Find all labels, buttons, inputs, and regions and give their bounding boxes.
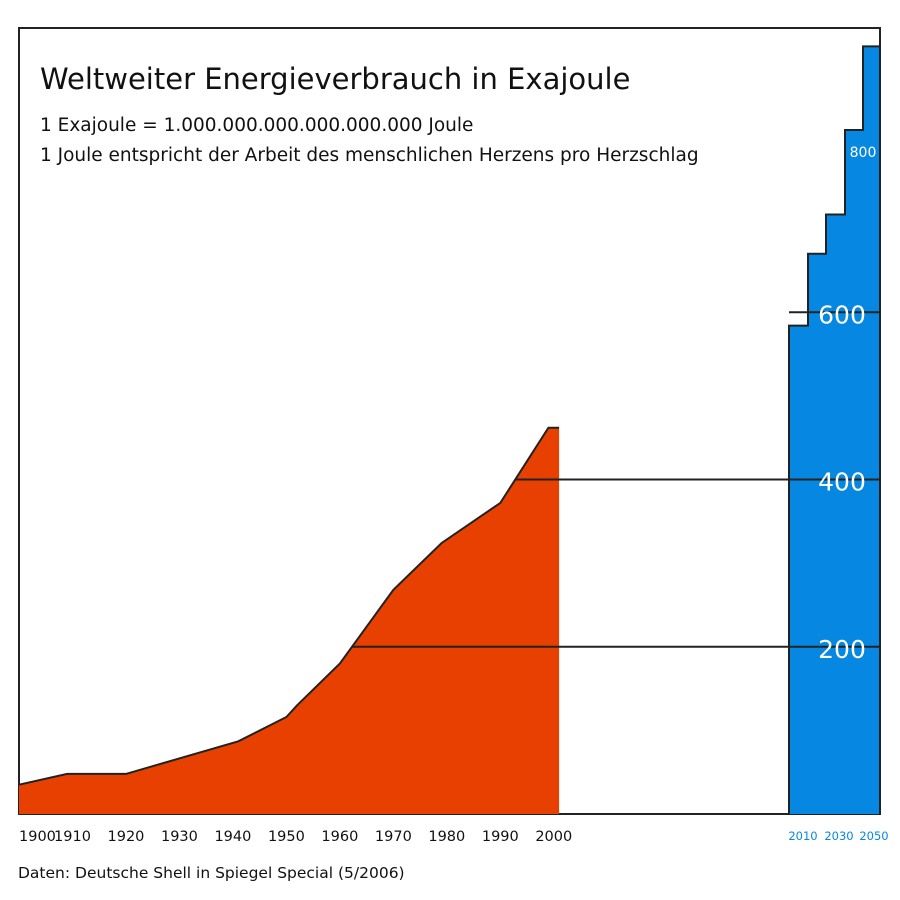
x-tick-label: 2000: [535, 829, 572, 845]
x-tick-label: 1970: [375, 829, 412, 845]
x-tick-label: 1900: [19, 829, 56, 845]
x-tick-label: 1950: [268, 829, 305, 845]
historical-line: [18, 426, 560, 786]
value-label: 400: [818, 468, 866, 497]
x-tick-label: 1960: [321, 829, 358, 845]
x-tick-label: 1980: [428, 829, 465, 845]
value-label: 200: [818, 635, 866, 664]
projection-bar: [845, 130, 863, 815]
x-tick-label: 1920: [108, 829, 145, 845]
chart-title: Weltweiter Energieverbrauch in Exajoule: [40, 62, 631, 96]
source-note: Daten: Deutsche Shell in Spiegel Special…: [18, 864, 405, 882]
chart-subtitle-1: 1 Exajoule = 1.000.000.000.000.000.000 J…: [40, 115, 474, 136]
x-tick-label: 1930: [161, 829, 198, 845]
x-tick-label: 1910: [54, 829, 91, 845]
projection-bar: [826, 214, 845, 815]
historical-area: [19, 427, 560, 814]
projection-bar: [789, 325, 808, 814]
x-tick-label-projection: 2050: [859, 829, 888, 843]
projection-bar: [808, 253, 826, 814]
x-tick-label: 1940: [214, 829, 251, 845]
value-label: 600: [818, 300, 866, 329]
chart-subtitle-2: 1 Joule entspricht der Arbeit des mensch…: [40, 145, 699, 166]
x-tick-label-projection: 2030: [824, 829, 853, 843]
x-tick-label: 1990: [482, 829, 519, 845]
value-label: 800: [850, 145, 877, 161]
projection-bar: [863, 46, 880, 814]
projection-outline: [788, 45, 881, 814]
x-tick-label-projection: 2010: [788, 829, 817, 843]
